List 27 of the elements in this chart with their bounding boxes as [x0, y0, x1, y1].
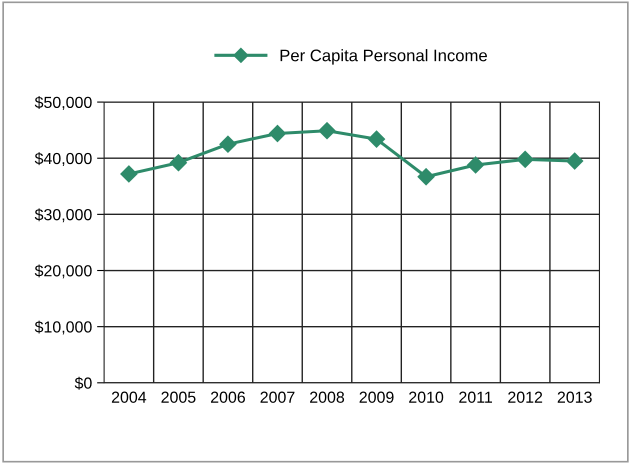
x-tick-label: 2007 — [260, 392, 294, 403]
point — [170, 154, 187, 172]
point — [467, 156, 484, 174]
point — [219, 136, 236, 153]
x-tick-label: 2009 — [360, 392, 394, 403]
x-tick-label: 2006 — [210, 392, 246, 403]
point — [268, 124, 286, 142]
x-tick-label: 2004 — [112, 392, 146, 403]
x-tick-label: 2012 — [508, 392, 542, 403]
point — [418, 168, 435, 186]
x-tick-label: 2010 — [409, 392, 444, 403]
point — [318, 122, 336, 140]
y-tick-label: $10,000 — [34, 320, 92, 334]
y-tick-label: $20,000 — [34, 264, 92, 278]
y-tick-label: $50,000 — [34, 96, 92, 110]
point — [120, 165, 138, 182]
y-tick-label: $0 — [74, 376, 92, 390]
x-tick-label: 2008 — [310, 392, 344, 403]
x-tick-label: 2005 — [161, 392, 196, 403]
x-tick-label: 2011 — [459, 392, 492, 403]
legend-label: Per Capita Personal Income — [280, 49, 487, 65]
x-tick-label: 2013 — [558, 392, 592, 403]
y-tick-label: $30,000 — [34, 208, 92, 222]
point — [566, 152, 584, 170]
point — [368, 130, 386, 148]
point — [516, 150, 534, 168]
y-tick-label: $40,000 — [34, 152, 92, 166]
